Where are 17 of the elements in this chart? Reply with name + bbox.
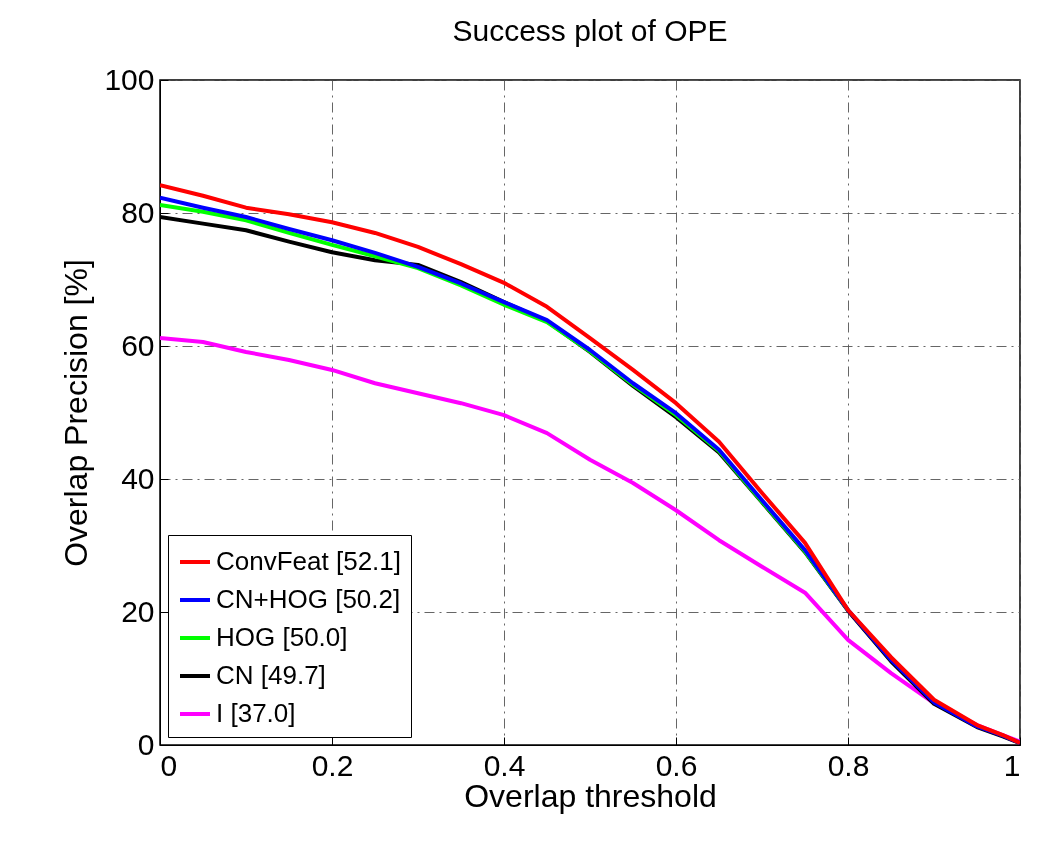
y-tick-label: 20 <box>121 594 155 628</box>
y-tick-label: 0 <box>137 727 155 761</box>
x-tick-label: 0 <box>160 748 178 782</box>
x-tick-label: 0.2 <box>311 748 354 782</box>
y-tick-label: 60 <box>121 328 155 362</box>
x-tick-label: 1 <box>1003 748 1021 782</box>
legend-label: I [37.0] <box>216 698 296 728</box>
y-tick-label: 100 <box>104 62 155 96</box>
legend-label: CN [49.7] <box>216 660 326 690</box>
legend-label: ConvFeat [52.1] <box>216 546 401 576</box>
legend-label: HOG [50.0] <box>216 622 348 652</box>
y-tick-label: 40 <box>121 461 155 495</box>
legend-label: CN+HOG [50.2] <box>216 584 401 614</box>
x-tick-label: 0.8 <box>827 748 870 782</box>
y-tick-label: 80 <box>121 195 155 229</box>
chart-title: Success plot of OPE <box>452 14 728 47</box>
y-axis-title: Overlap Precision [%] <box>58 259 95 567</box>
